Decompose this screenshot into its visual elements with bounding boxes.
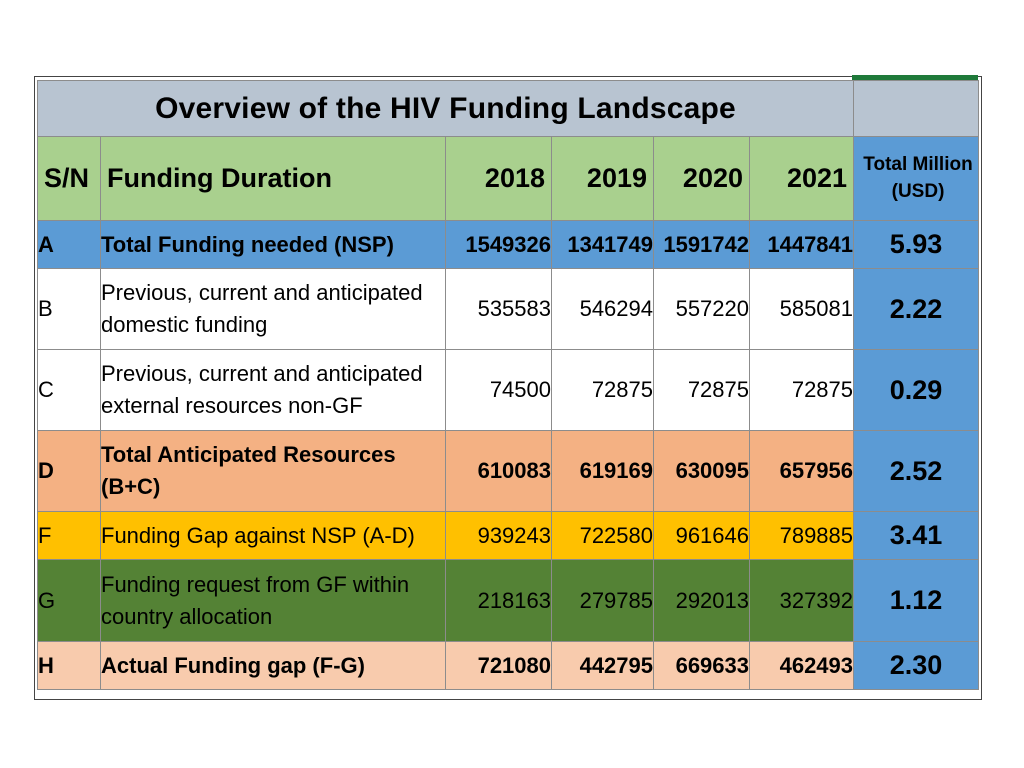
table-row-b: B Previous, current and anticipated dome… [37,268,980,350]
row-value-2021: 789885 [748,511,855,560]
row-value-2019: 279785 [551,559,654,642]
table-row-f: F Funding Gap against NSP (A-D) 939243 7… [37,511,980,560]
row-description: Total Anticipated Resources (B+C) [100,430,446,512]
header-total-line1: Total Million [863,153,973,175]
row-description-line1: Total Funding needed (NSP) [101,231,394,257]
table-row-d: D Total Anticipated Resources (B+C) 6100… [37,430,980,512]
row-value-2019: 619169 [551,430,654,512]
table-row-c: C Previous, current and anticipated exte… [37,349,980,431]
row-total: 1.12 [853,559,980,642]
row-value-2019: 72875 [551,349,654,431]
header-year-2018: 2018 [445,136,552,221]
row-value-2018: 74500 [445,349,552,431]
row-total: 2.22 [853,268,980,350]
top-accent-strip [852,75,978,80]
hiv-funding-table: Overview of the HIV Funding Landscape S/… [36,80,980,690]
header-row: S/N Funding Duration 2018 2019 2020 2021… [37,136,980,221]
row-total: 3.41 [853,511,980,560]
row-sn: G [37,559,101,642]
row-sn: D [37,430,101,512]
row-description-line2: (B+C) [101,474,161,499]
row-description: Actual Funding gap (F-G) [100,641,446,690]
row-value-2020: 669633 [653,641,750,690]
header-year-2019: 2019 [551,136,654,221]
row-sn: C [37,349,101,431]
row-description-line2: external resources non-GF [101,393,363,418]
row-description-line1: Funding request from GF within [101,571,410,597]
row-value-2020: 292013 [653,559,750,642]
row-value-2021: 327392 [748,559,855,642]
row-value-2019: 442795 [551,641,654,690]
row-description: Previous, current and anticipated domest… [100,268,446,350]
row-value-2018: 721080 [445,641,552,690]
row-total: 2.52 [853,430,980,512]
row-sn: F [37,511,101,560]
header-year-2021: 2021 [748,136,855,221]
row-description-line1: Actual Funding gap (F-G) [101,652,365,678]
row-value-2021: 462493 [748,641,855,690]
row-value-2020: 72875 [653,349,750,431]
row-value-2018: 939243 [445,511,552,560]
row-value-2020: 961646 [653,511,750,560]
row-sn: A [37,220,101,269]
table-title: Overview of the HIV Funding Landscape [36,80,855,137]
row-sn: B [37,268,101,350]
row-value-2019: 722580 [551,511,654,560]
table-row-h: H Actual Funding gap (F-G) 721080 442795… [37,641,980,690]
row-value-2021: 72875 [748,349,855,431]
row-value-2018: 1549326 [445,220,552,269]
table-row-a: A Total Funding needed (NSP) 1549326 134… [37,220,980,269]
header-sn: S/N [37,136,101,221]
header-year-2020: 2020 [653,136,750,221]
title-blank-cell [853,80,980,137]
row-description: Previous, current and anticipated extern… [100,349,446,431]
row-sn: H [37,641,101,690]
row-value-2018: 610083 [445,430,552,512]
row-description-line2: country allocation [101,603,273,629]
row-value-2018: 218163 [445,559,552,642]
header-total-million: Total Million (USD) [853,136,980,221]
table-row-g: G Funding request from GF within country… [37,559,980,642]
header-funding-duration: Funding Duration [100,136,446,221]
row-description-line1: Total Anticipated Resources [101,442,396,468]
row-value-2021: 585081 [748,268,855,350]
row-description-line1: Funding Gap against NSP (A-D) [101,522,415,548]
row-value-2018: 535583 [445,268,552,350]
row-value-2019: 1341749 [551,220,654,269]
row-total: 5.93 [853,220,980,269]
row-value-2020: 1591742 [653,220,750,269]
row-value-2019: 546294 [551,268,654,350]
row-description: Funding Gap against NSP (A-D) [100,511,446,560]
row-value-2020: 557220 [653,268,750,350]
header-total-line2: (USD) [891,180,945,202]
row-description: Funding request from GF within country a… [100,559,446,642]
row-description: Total Funding needed (NSP) [100,220,446,269]
row-value-2020: 630095 [653,430,750,512]
row-value-2021: 657956 [748,430,855,512]
row-total: 2.30 [853,641,980,690]
row-description-line1: Previous, current and anticipated [101,280,423,306]
row-description-line2: domestic funding [101,312,268,337]
row-value-2021: 1447841 [748,220,855,269]
row-total: 0.29 [853,349,980,431]
row-description-line1: Previous, current and anticipated [101,361,423,387]
